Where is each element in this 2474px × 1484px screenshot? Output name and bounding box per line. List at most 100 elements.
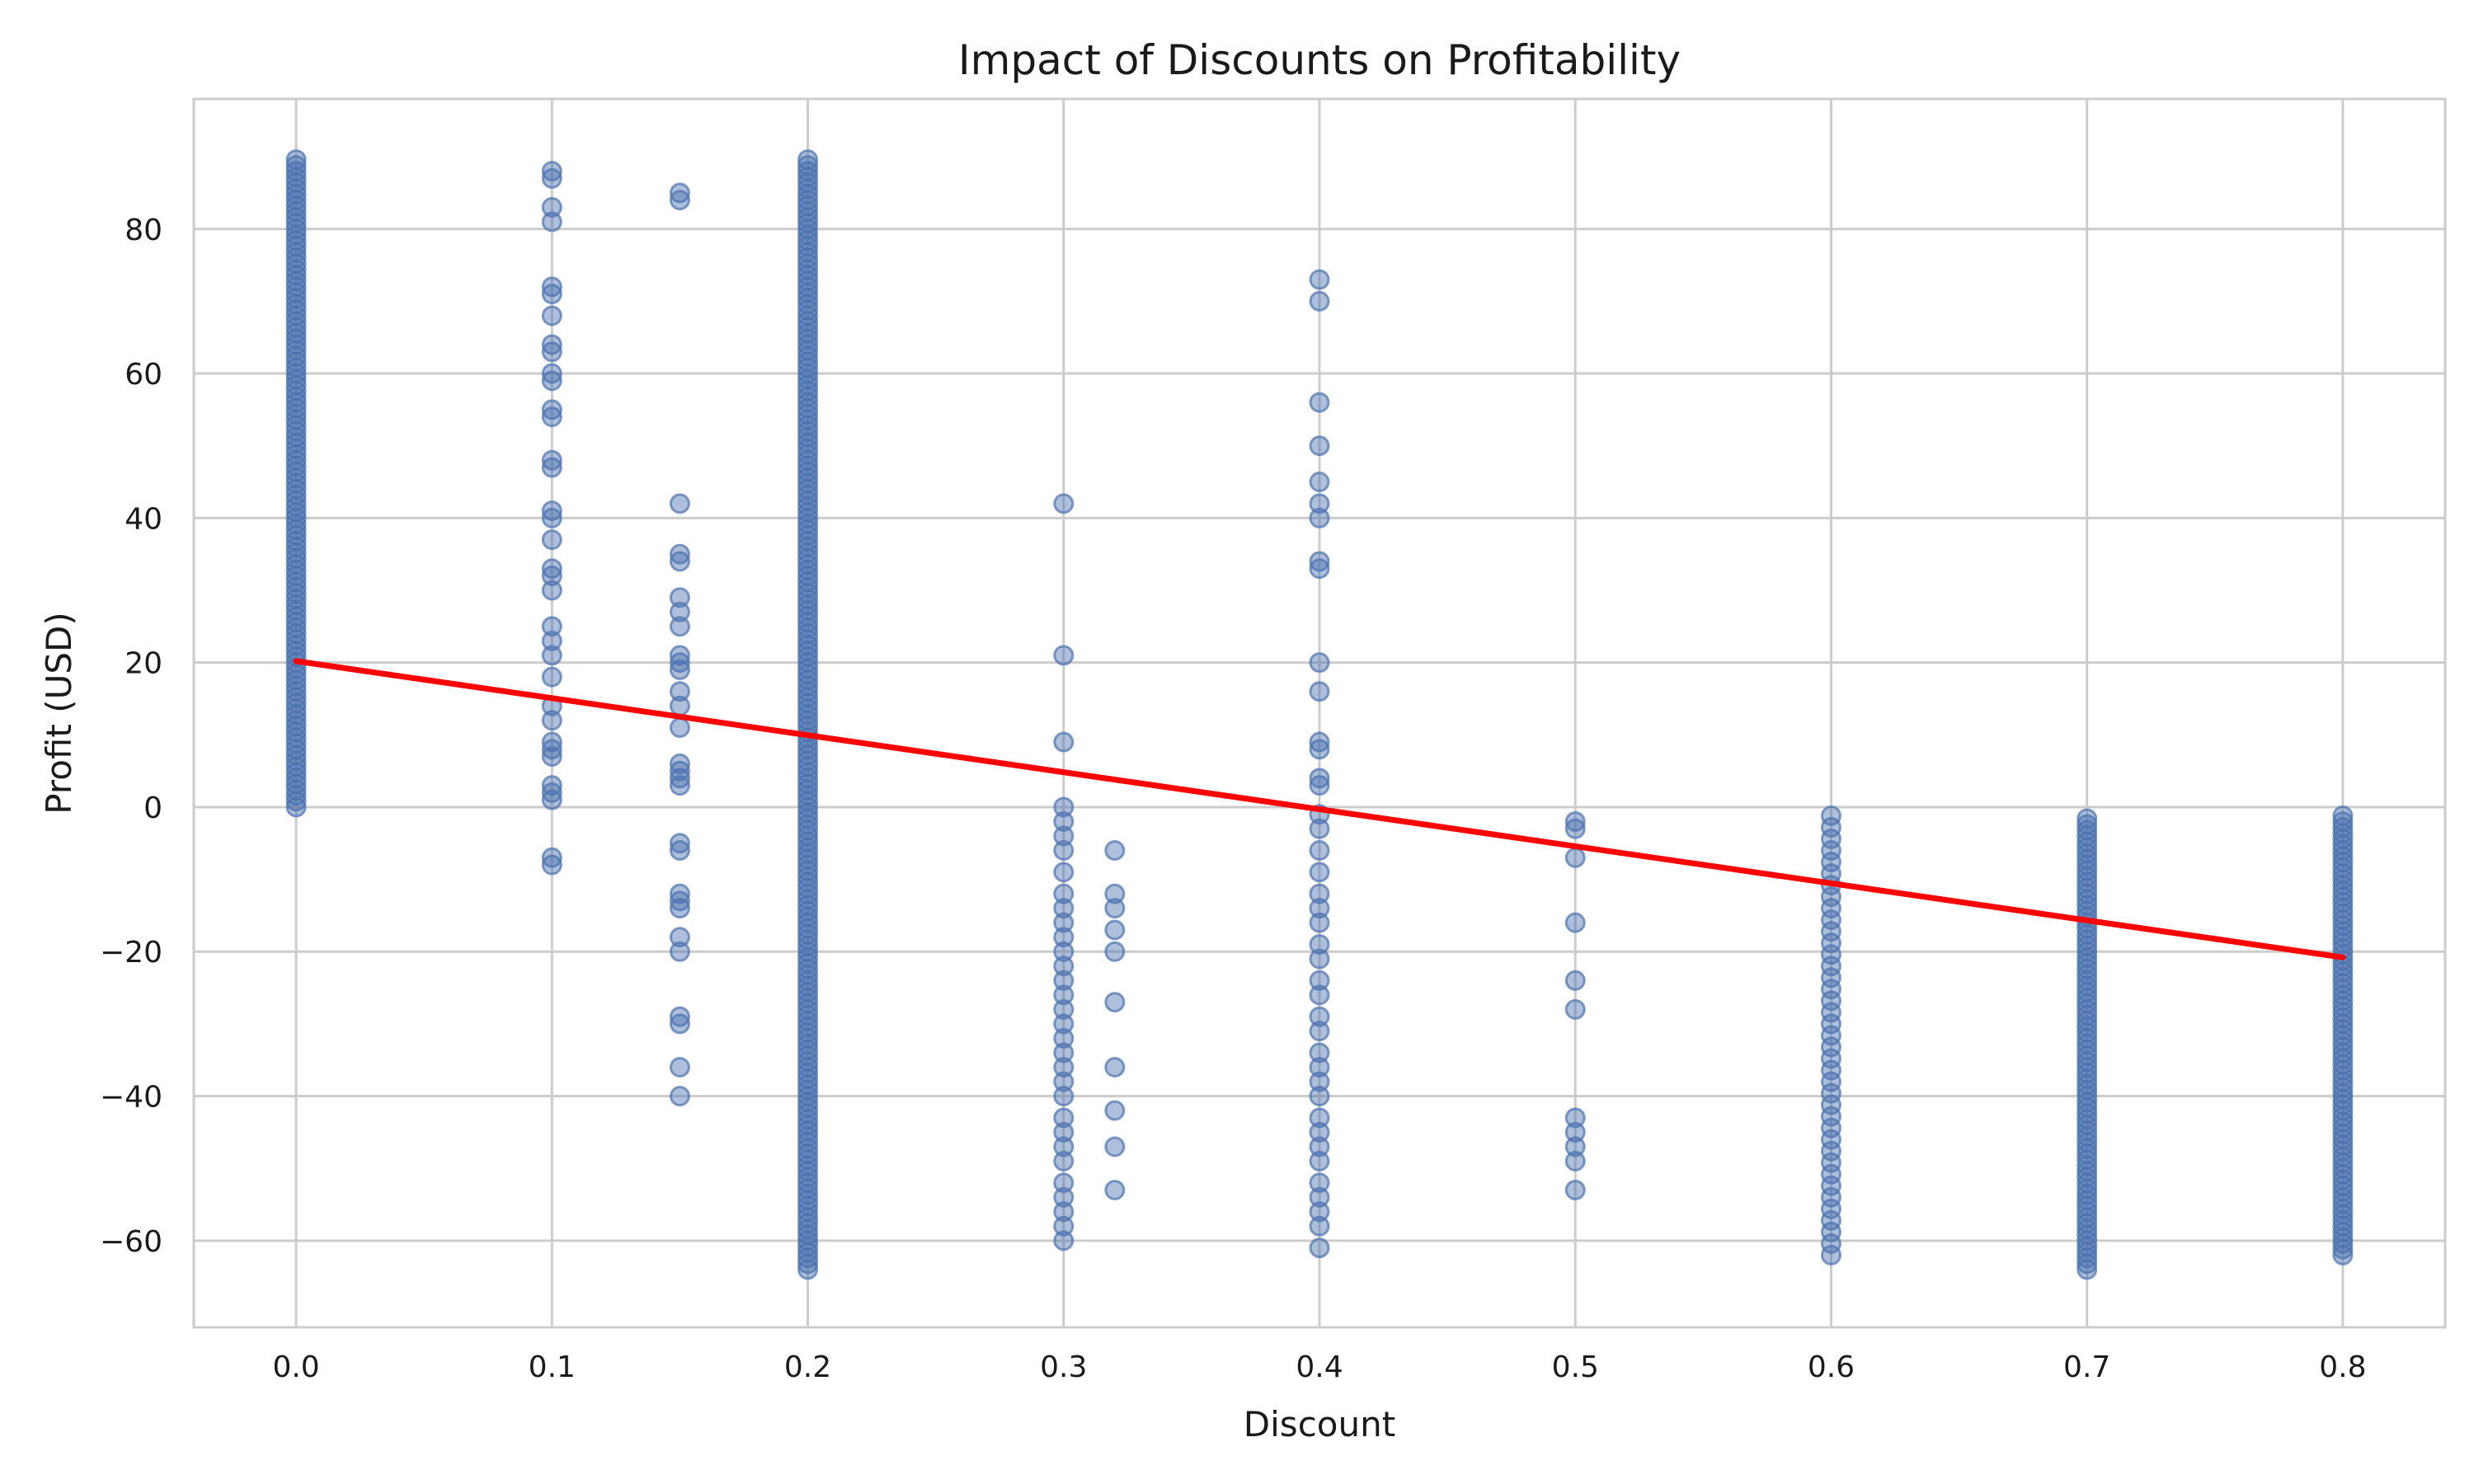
plot-frame	[192, 97, 2447, 1329]
data-point	[669, 493, 690, 514]
data-point	[541, 645, 562, 666]
data-point	[1309, 681, 1330, 702]
data-point	[1309, 775, 1330, 796]
data-point	[541, 406, 562, 428]
data-point	[1309, 1186, 1330, 1208]
x-tick-label: 0.0	[272, 1350, 319, 1384]
data-point	[669, 883, 690, 904]
data-point	[1104, 919, 1126, 941]
data-point	[1309, 1042, 1330, 1064]
data-point	[1309, 768, 1330, 789]
x-tick-label: 0.4	[1296, 1350, 1343, 1384]
data-point	[2077, 808, 2098, 829]
data-point	[1309, 948, 1330, 970]
data-point	[2332, 810, 2354, 832]
data-point	[1104, 1100, 1126, 1121]
data-point	[1309, 1086, 1330, 1107]
data-point	[1053, 1027, 1075, 1049]
data-point	[1053, 493, 1075, 514]
y-tick-label: −20	[100, 936, 162, 970]
data-point	[669, 833, 690, 854]
data-point	[541, 399, 562, 420]
data-point	[669, 760, 690, 782]
data-point	[1053, 956, 1075, 977]
data-point	[541, 789, 562, 810]
data-point	[541, 167, 562, 189]
data-point	[541, 161, 562, 182]
data-point	[541, 305, 562, 326]
data-point	[1309, 1021, 1330, 1042]
y-tick-label: −40	[100, 1081, 162, 1115]
x-tick-label: 0.2	[784, 1350, 831, 1384]
data-point	[1309, 1150, 1330, 1172]
y-axis-ticks: −60 −40 −20 0 20 40 60 80	[100, 214, 162, 1259]
data-point	[541, 334, 562, 355]
data-point	[541, 341, 562, 363]
y-tick-label: 40	[125, 502, 162, 536]
y-tick-label: 20	[125, 647, 162, 681]
data-point	[1309, 1071, 1330, 1092]
data-point	[1053, 941, 1075, 962]
data-point	[1309, 912, 1330, 933]
data-point	[541, 775, 562, 796]
data-point	[1053, 984, 1075, 1006]
data-point	[541, 746, 562, 768]
data-point	[1053, 731, 1075, 753]
data-point	[541, 710, 562, 731]
data-point	[541, 196, 562, 218]
data-point	[1053, 898, 1075, 919]
chart-title: Impact of Discounts on Profitability	[958, 36, 1681, 84]
data-point	[541, 739, 562, 760]
data-point	[541, 558, 562, 580]
data-point	[1053, 883, 1075, 904]
data-point	[541, 457, 562, 478]
data-point	[669, 543, 690, 565]
data-point	[1309, 984, 1330, 1006]
data-point	[1309, 862, 1330, 883]
data-point	[1309, 1172, 1330, 1194]
data-point	[1564, 1179, 1586, 1200]
data-point	[541, 211, 562, 232]
data-point	[1309, 898, 1330, 919]
x-tick-label: 0.1	[529, 1350, 576, 1384]
data-point	[541, 731, 562, 753]
data-point	[1309, 558, 1330, 580]
data-point	[1053, 840, 1075, 862]
data-point	[669, 753, 690, 774]
data-point	[1053, 927, 1075, 948]
data-point	[669, 695, 690, 716]
data-point	[1309, 970, 1330, 991]
data-point	[669, 587, 690, 608]
data-point	[1053, 810, 1075, 832]
data-point	[1053, 998, 1075, 1020]
data-point	[285, 155, 307, 176]
data-point	[541, 529, 562, 551]
data-point	[1309, 472, 1330, 493]
data-point	[541, 363, 562, 384]
data-point	[1104, 840, 1126, 862]
data-point	[1053, 1013, 1075, 1035]
data-point	[1104, 1179, 1126, 1200]
data-point	[1309, 1215, 1330, 1237]
data-point	[1309, 1201, 1330, 1223]
data-point	[1104, 941, 1126, 962]
data-point	[669, 652, 690, 674]
data-point	[669, 890, 690, 912]
data-point	[1564, 1150, 1586, 1172]
data-point	[541, 847, 562, 868]
data-point	[1309, 269, 1330, 290]
data-point	[541, 616, 562, 637]
data-point	[669, 941, 690, 962]
data-point	[797, 155, 819, 176]
data-point	[1564, 912, 1586, 933]
data-point	[1564, 810, 1586, 832]
data-point	[669, 840, 690, 862]
data-point	[1053, 862, 1075, 883]
data-point	[541, 370, 562, 392]
data-point	[541, 630, 562, 651]
data-point	[541, 507, 562, 528]
data-point	[1564, 1121, 1586, 1143]
data-point	[1053, 1136, 1075, 1158]
data-point	[1053, 645, 1075, 666]
